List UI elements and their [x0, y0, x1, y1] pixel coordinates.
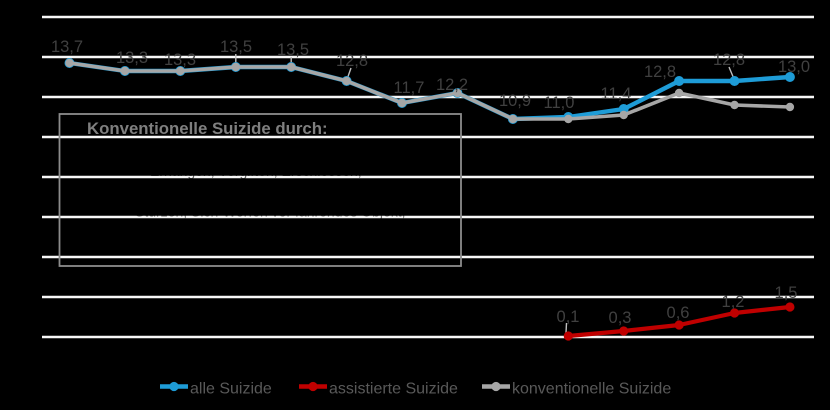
svg-text:Erhängen, Vergiften, Erschiess: Erhängen, Vergiften, Erschiessen,	[150, 163, 362, 179]
svg-text:assistierte Suizide: assistierte Suizide	[329, 381, 458, 398]
svg-text:0,3: 0,3	[609, 309, 632, 327]
svg-text:1,2: 1,2	[722, 293, 745, 311]
svg-text:10,9: 10,9	[499, 92, 531, 110]
svg-text:alle Suizide: alle Suizide	[190, 381, 272, 398]
svg-text:0,6: 0,6	[667, 304, 690, 322]
svg-text:Stürzen, Sich-Werfen vor fahre: Stürzen, Sich-Werfen vor fahrendes Objek…	[135, 204, 406, 220]
svg-text:Konventionelle Suizide durch:: Konventionelle Suizide durch:	[87, 119, 328, 138]
svg-text:konventionelle Suizide: konventionelle Suizide	[512, 381, 671, 398]
svg-text:12,8: 12,8	[713, 51, 745, 69]
svg-text:12,8: 12,8	[644, 63, 676, 81]
svg-text:13,5: 13,5	[220, 38, 252, 56]
svg-text:12,2: 12,2	[436, 76, 468, 94]
svg-text:11,0: 11,0	[544, 94, 575, 112]
svg-text:11,4: 11,4	[601, 85, 632, 103]
svg-text:13,7: 13,7	[51, 38, 83, 56]
svg-text:13,0: 13,0	[778, 58, 810, 76]
svg-text:13,5: 13,5	[277, 41, 309, 59]
svg-text:11,7: 11,7	[394, 79, 425, 97]
svg-text:1,5: 1,5	[775, 284, 798, 302]
svg-text:12,8: 12,8	[336, 52, 368, 70]
svg-text:13,3: 13,3	[164, 51, 196, 69]
svg-text:0,1: 0,1	[557, 308, 580, 326]
svg-text:13,3: 13,3	[116, 49, 148, 67]
